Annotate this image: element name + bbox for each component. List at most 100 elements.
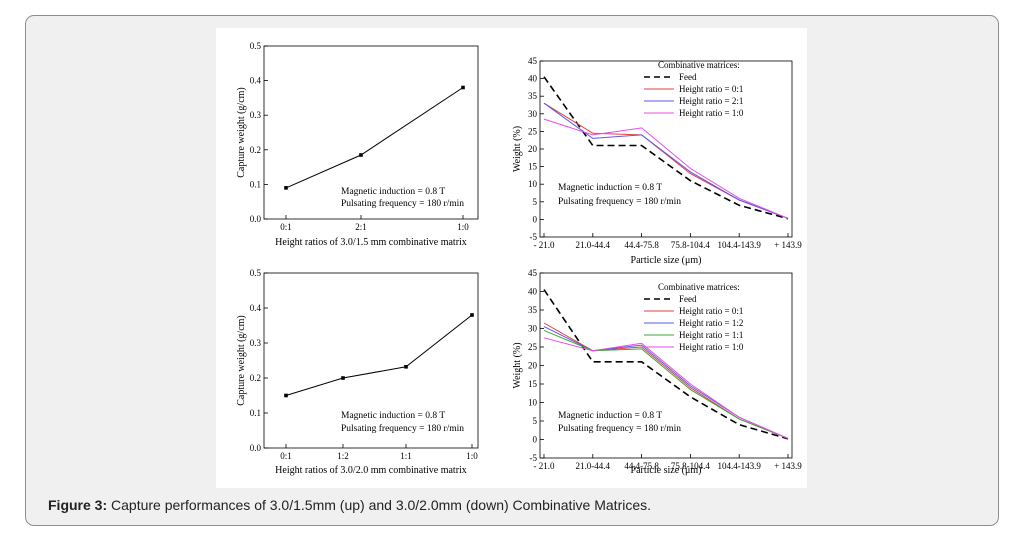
chart4-annotation: Magnetic induction = 0.8 T [558,411,662,421]
chart1-point [284,186,288,190]
chart3-point [404,365,408,369]
chart4-ytick-label: 15 [528,379,538,389]
chart2-legend-label: Height ratio = 0:1 [679,84,743,94]
chart2-ytick-label: -5 [530,232,538,242]
chart2-series-feed [543,76,789,220]
chart4-legend-label: Height ratio = 1:1 [679,330,743,340]
chart3-xtick-label: 1:0 [466,451,478,461]
figure-caption: Figure 3: Capture performances of 3.0/1.… [48,497,651,513]
chart4-ytick-label: 35 [528,305,538,315]
figure-panel: 0.0 0.1 0.2 0.3 0.4 0.5 0:1 2:1 1:0 Height ratios… [216,28,807,488]
chart4-series-height-ratio-0-1 [543,322,789,439]
chart2-series-height-ratio-1-0 [543,118,789,219]
chart2-ytick-label: 5 [533,197,538,207]
chart2-legend-label: Height ratio = 1:0 [679,108,744,118]
chart4-xtick-label: - 21.0 [534,461,555,471]
chart2-ylabel: Weight (%) [512,126,523,172]
chart2-legend-label: Feed [679,72,697,82]
chart3-xtick-label: 1:1 [400,451,412,461]
chart1-xtick-label: 1:0 [457,222,469,232]
chart4-ytick-label: 25 [528,342,538,352]
chart3-ytick-label: 0.4 [250,303,262,313]
chart4-legend-label: Height ratio = 1:0 [679,342,744,352]
chart4-xtick-label: 21.0-44.4 [576,461,611,471]
chart1-annotation: Pulsating frequency = 180 r/min [341,198,464,209]
chart1-point [359,153,363,157]
chart3-ytick-label: 0.3 [250,338,262,348]
chart4-xlabel: Particle size (μm) [631,465,702,476]
chart3-plot-frame [263,272,479,449]
chart4-ytick-label: 0 [533,435,538,445]
chart2-legend-label: Height ratio = 2:1 [679,96,743,106]
chart3-ytick-label: 0.1 [250,408,261,418]
chart1-xtick-label: 2:1 [355,222,367,232]
chart1-ytick-label: 0.3 [250,110,262,120]
chart1-ytick-label: 0.4 [250,76,262,86]
chart2-plot-frame [539,60,793,238]
chart4-ytick-label: 40 [528,287,538,297]
chart4-xtick-label: + 143.9 [774,461,802,471]
chart4-ytick-label: 5 [533,416,538,426]
caption-label: Figure 3: [48,497,108,513]
chart4-xtick-label: 104.4-143.9 [717,461,761,471]
chart4-series-height-ratio-1-1 [543,329,789,439]
chart4-series-feed [543,289,789,440]
chart2-xtick-label: 104.4-143.9 [717,240,761,250]
chart1-ytick-label: 0.0 [250,214,262,224]
chart2-annotation: Magnetic induction = 0.8 T [558,183,662,193]
figure-charts: 0.0 0.1 0.2 0.3 0.4 0.5 0:1 2:1 1:0 Height ratios… [236,41,802,476]
chart2-ytick-label: 20 [528,144,538,154]
chart1-point [461,85,465,90]
chart4-legend-label: Height ratio = 1:2 [679,318,743,328]
chart3-point [470,313,474,317]
chart1-series-line [285,87,464,189]
chart2-ytick-label: 30 [528,109,538,119]
chart2-ytick-label: 25 [528,126,538,136]
chart1-xlabel: Height ratios of 3.0/1.5 mm combinative … [275,237,467,248]
chart4-series-height-ratio-1-0 [543,337,789,439]
chart2-legend-title: Combinative matrices: [658,60,740,70]
chart3-ylabel: Capture weight (g/cm) [236,315,247,406]
chart4-legend-title: Combinative matrices: [658,282,740,292]
chart2-xtick-label: 75.8-104.4 [671,240,710,250]
chart4-xtick-label: 75.8-104.4 [671,461,710,471]
chart2-ytick-label: 0 [533,214,538,224]
chart3-annotation: Pulsating frequency = 180 r/min [341,423,464,434]
chart2-ytick-label: 10 [528,179,538,189]
chart4-ytick-label: 45 [528,268,538,278]
chart3-ytick-label: 0.2 [250,373,261,383]
chart4-ytick-label: 30 [528,324,538,334]
chart4-ytick-label: -5 [530,453,538,463]
chart1-xtick-label: 0:1 [280,222,292,232]
chart1-ylabel: Capture weight (g/cm) [236,87,247,178]
chart3-xtick-label: 1:2 [337,451,349,461]
chart4-annotation: Pulsating frequency = 180 r/min [558,423,681,434]
chart1-ytick-label: 0.2 [250,145,261,155]
chart2-xtick-label: - 21.0 [534,240,555,250]
chart2-xtick-label: + 143.9 [774,240,802,250]
chart3-series-line [285,314,473,396]
chart3-xlabel: Height ratios of 3.0/2.0 mm combinative … [275,465,467,476]
chart2-ytick-label: 35 [528,91,538,101]
chart2-annotation: Pulsating frequency = 180 r/min [558,196,681,207]
chart4-legend-label: Feed [679,294,697,304]
chart1-annotation: Magnetic induction = 0.8 T [341,187,445,197]
chart3-xtick-label: 0:1 [280,451,292,461]
chart1-ytick-label: 0.5 [250,41,262,51]
chart2-xtick-label: 44.4-75.8 [624,240,659,250]
caption-text: Capture performances of 3.0/1.5mm (up) a… [111,497,652,513]
chart4-ytick-label: 10 [528,398,538,408]
chart4-legend-label: Height ratio = 0:1 [679,306,743,316]
chart2-ytick-label: 40 [528,74,538,84]
chart1-plot-frame [263,45,479,220]
chart4-xtick-label: 44.4-75.8 [624,461,659,471]
chart4-ytick-label: 20 [528,361,538,371]
chart2-ytick-label: 15 [528,162,538,172]
chart3-annotation: Magnetic induction = 0.8 T [341,411,445,421]
chart4-ylabel: Weight (%) [512,342,523,388]
chart3-point [284,393,288,398]
chart3-ytick-label: 0.5 [250,268,262,278]
chart3-point [341,376,345,380]
chart2-ytick-label: 45 [528,56,538,66]
chart1-ytick-label: 0.1 [250,179,261,189]
